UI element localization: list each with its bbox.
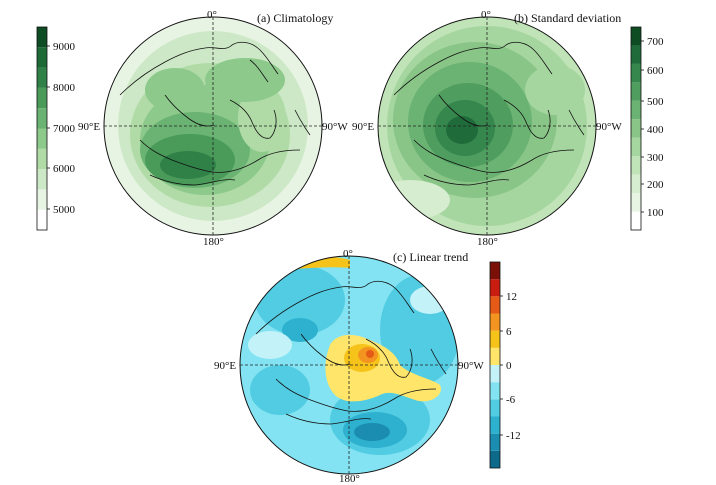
panel-c-linear-trend bbox=[239, 255, 459, 475]
colorbar-b-swatch bbox=[631, 156, 641, 175]
colorbar-a-swatch bbox=[37, 47, 47, 68]
colorbar-b-swatch bbox=[631, 137, 641, 157]
colorbar-a-swatch bbox=[37, 67, 47, 88]
colorbar-b-frame bbox=[630, 26, 642, 231]
colorbar-c-swatch bbox=[490, 450, 500, 468]
panel-b-labels: (b) Standard deviation 0° 180° 90°E 90°W bbox=[352, 9, 622, 248]
panel-a-lon-top: 0° bbox=[207, 9, 217, 21]
colorbar-a-tick-label: 5000 bbox=[53, 204, 76, 216]
colorbar-c-swatch bbox=[490, 330, 500, 348]
colorbar-b-swatch bbox=[631, 193, 641, 212]
colorbar-a-swatch bbox=[37, 27, 47, 48]
colorbar-b-tick-label: 400 bbox=[647, 124, 664, 136]
colorbar-c-swatch bbox=[490, 365, 500, 383]
colorbar-b-tick-label: 700 bbox=[647, 36, 664, 48]
colorbar-a-swatch bbox=[37, 87, 47, 109]
panel-c-lon-top: 0° bbox=[343, 248, 353, 260]
panel-a-title: (a) Climatology bbox=[257, 11, 333, 25]
panel-a-labels: (a) Climatology 0° 180° 90°E 90°W bbox=[78, 9, 348, 248]
colorbar-b-tick-label: 300 bbox=[647, 152, 664, 164]
colorbar-c-swatch bbox=[490, 347, 500, 365]
colorbar-b-swatch bbox=[631, 63, 641, 83]
colorbar-c-swatch bbox=[490, 296, 500, 314]
colorbar-b-swatch bbox=[631, 100, 641, 120]
colorbar-c-swatch bbox=[490, 382, 500, 400]
colorbar-c-swatch bbox=[490, 416, 500, 434]
panel-b-lon-top: 0° bbox=[481, 9, 491, 21]
panel-a-lon-right: 90°W bbox=[322, 121, 348, 133]
panel-c-lon-left: 90°E bbox=[214, 360, 236, 372]
colorbar-b-swatch bbox=[631, 82, 641, 101]
colorbar-c-swatch bbox=[490, 262, 500, 280]
colorbar-c-tick-label: 6 bbox=[506, 326, 512, 338]
colorbar-c-tick-label: -12 bbox=[506, 430, 521, 442]
colorbar-b-tick-label: 500 bbox=[647, 96, 664, 108]
panel-a-lon-bottom: 180° bbox=[203, 236, 224, 248]
colorbar-b-swatch bbox=[631, 211, 641, 230]
colorbar-a: 5000 6000 7000 8000 9000 bbox=[36, 26, 76, 231]
colorbar-c-tick-label: -6 bbox=[506, 394, 516, 406]
colorbar-a-tick-label: 9000 bbox=[53, 41, 76, 53]
colorbar-c-swatch bbox=[490, 279, 500, 297]
panel-c-field bbox=[240, 256, 458, 474]
colorbar-a-tick-label: 8000 bbox=[53, 82, 76, 94]
colorbar-a-swatch bbox=[37, 108, 47, 129]
colorbar-b: 100 200 300 400 500 600 700 bbox=[630, 26, 664, 231]
panel-b-standard-deviation bbox=[377, 16, 597, 236]
panel-b-lon-bottom: 180° bbox=[477, 236, 498, 248]
panel-a-lon-left: 90°E bbox=[78, 121, 100, 133]
colorbar-c: -12 -6 0 6 12 bbox=[489, 261, 521, 469]
colorbar-b-tick-label: 100 bbox=[647, 207, 664, 219]
colorbar-a-swatch bbox=[37, 169, 47, 190]
colorbar-b-swatch bbox=[631, 174, 641, 194]
colorbar-b-swatch bbox=[631, 27, 641, 46]
panel-a-climatology bbox=[103, 16, 323, 236]
colorbar-c-swatch bbox=[490, 313, 500, 331]
colorbar-b-tick-label: 600 bbox=[647, 65, 664, 77]
colorbar-b-swatch bbox=[631, 45, 641, 64]
panel-c-lon-right: 90°W bbox=[458, 360, 484, 372]
colorbar-a-tick-label: 7000 bbox=[53, 123, 76, 135]
colorbar-b-swatch bbox=[631, 119, 641, 138]
panel-b-lon-right: 90°W bbox=[596, 121, 622, 133]
colorbar-a-swatch bbox=[37, 189, 47, 210]
colorbar-c-tick-label: 0 bbox=[506, 360, 512, 372]
colorbar-a-tick-label: 6000 bbox=[53, 163, 76, 175]
colorbar-a-swatch bbox=[37, 209, 47, 230]
panel-b-lon-left: 90°E bbox=[352, 121, 374, 133]
colorbar-c-swatch bbox=[490, 399, 500, 417]
colorbar-a-swatch bbox=[37, 148, 47, 170]
colorbar-a-frame bbox=[36, 26, 48, 231]
panel-a-field bbox=[104, 17, 322, 235]
colorbar-b-tick-label: 200 bbox=[647, 179, 664, 191]
colorbar-c-swatch bbox=[490, 433, 500, 451]
panel-c-labels: (c) Linear trend 0° 180° 90°E 90°W bbox=[214, 248, 484, 485]
panel-c-lon-bottom: 180° bbox=[339, 473, 360, 485]
panel-b-title: (b) Standard deviation bbox=[514, 11, 621, 25]
colorbar-c-tick-label: 12 bbox=[506, 291, 517, 303]
panel-c-title: (c) Linear trend bbox=[393, 250, 468, 264]
colorbar-a-swatch bbox=[37, 128, 47, 149]
